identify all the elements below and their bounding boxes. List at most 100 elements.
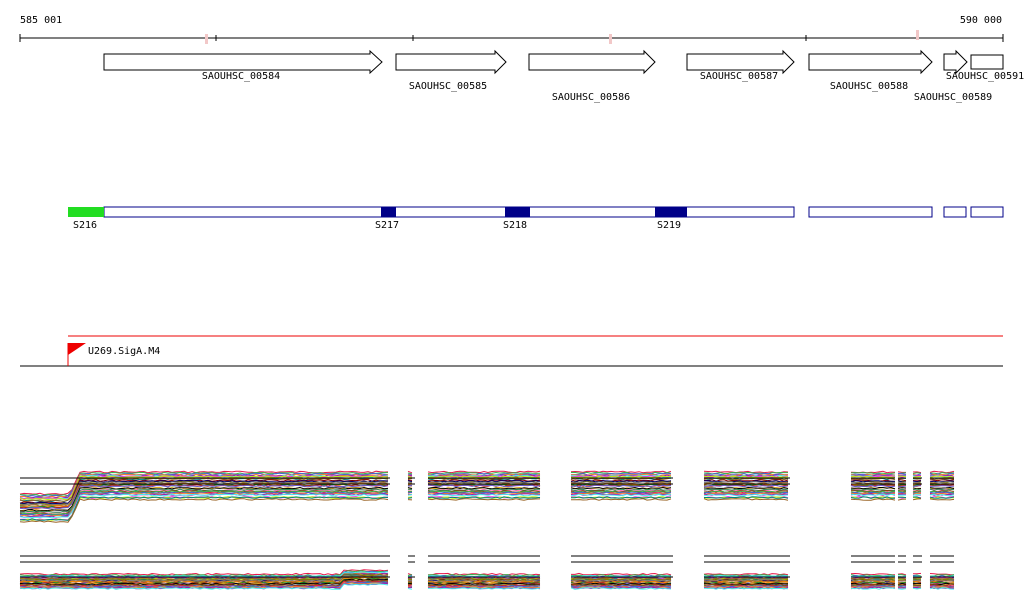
expression-profile-line <box>703 493 789 497</box>
expression-profile-line <box>897 472 907 475</box>
gene-arrow-00586[interactable]: SAOUHSC_00586 <box>528 49 656 103</box>
promoter-flag[interactable]: U269.SigA.M4 <box>68 343 160 357</box>
expression-track-top <box>19 470 955 523</box>
expression-profile-line <box>912 472 922 475</box>
expression-profile-line <box>897 573 907 576</box>
expression-profile-line <box>850 583 896 586</box>
gene-track: SAOUHSC_00584 SAOUHSC_00585 SAOUHSC_0058… <box>103 49 1024 103</box>
expression-profile-line <box>19 579 389 587</box>
expression-profile-line <box>19 472 389 498</box>
expression-profile-line <box>703 587 789 590</box>
promoter-flag-icon <box>68 343 86 355</box>
expression-profile-line <box>912 481 922 484</box>
expression-profile-line <box>407 497 413 499</box>
segment-s219[interactable]: S219 <box>655 207 687 231</box>
expression-profile-line <box>19 571 389 578</box>
segment-s216[interactable]: S216 <box>68 207 104 231</box>
expression-profile-line <box>19 573 389 581</box>
expression-profile-line <box>407 476 413 478</box>
expression-profile-line <box>850 498 896 501</box>
expression-profile-line <box>703 483 789 487</box>
expression-profile-line <box>897 490 907 492</box>
segment-s217[interactable]: S217 <box>375 207 399 231</box>
expression-profile-line <box>570 493 672 497</box>
expression-profile-line <box>570 479 672 482</box>
expression-profile-line <box>570 496 672 499</box>
expression-profile-line <box>850 491 896 495</box>
expression-profile-line <box>19 493 389 519</box>
expression-profile-line <box>929 496 955 499</box>
expression-profile-line <box>703 490 789 494</box>
expression-profile-line <box>929 480 955 483</box>
axis-start-label: 585 001 <box>20 15 62 26</box>
promoter-label: U269.SigA.M4 <box>88 346 160 357</box>
expression-profile-line <box>19 470 389 496</box>
expression-profile-line <box>703 583 789 587</box>
segment-s218[interactable]: S218 <box>503 207 530 231</box>
gene-arrow-00585[interactable]: SAOUHSC_00585 <box>395 49 507 92</box>
expression-profile-line <box>19 482 389 507</box>
expression-profile-line <box>850 474 896 477</box>
expression-profile-line <box>427 475 541 479</box>
expression-profile-line <box>19 583 389 590</box>
expression-profile-line <box>897 479 907 482</box>
segment-label: S218 <box>503 220 527 231</box>
expression-profile-line <box>704 496 789 499</box>
expression-profile-line <box>850 587 896 590</box>
gene-label: SAOUHSC_00586 <box>552 92 630 103</box>
expression-profile-line <box>19 498 389 523</box>
expression-profile-line <box>929 491 955 495</box>
expression-profile-line <box>897 498 907 501</box>
expression-profile-line <box>19 576 389 583</box>
expression-profile-line <box>407 577 413 580</box>
expression-profile-line <box>427 493 541 497</box>
expression-profile-line <box>427 582 541 586</box>
expression-profile-line <box>703 582 789 586</box>
expression-profile-line <box>19 496 389 521</box>
expression-profile-line <box>571 572 672 576</box>
gene-arrow-00587[interactable]: SAOUHSC_00587 <box>686 49 795 82</box>
expression-profile-line <box>703 488 789 492</box>
expression-profile-line <box>19 481 389 506</box>
expression-profile-line <box>428 488 541 492</box>
expression-profile-line <box>407 491 413 494</box>
expression-profile-line <box>703 573 789 576</box>
expression-profile-line <box>929 485 955 487</box>
expression-profile-line <box>427 498 541 501</box>
expression-profile-line <box>929 573 955 576</box>
expression-profile-line <box>897 475 907 478</box>
expression-profile-line <box>407 574 413 576</box>
expression-profile-line <box>407 472 413 475</box>
expression-profile-line <box>427 578 541 582</box>
expression-profile-line <box>929 498 955 501</box>
expression-profile-line <box>912 492 922 495</box>
expression-profile-line <box>407 582 413 585</box>
expression-profile-line <box>850 572 896 576</box>
expression-profile-line <box>912 471 922 474</box>
segment-label: S219 <box>657 220 681 231</box>
expression-profile-line <box>929 488 955 491</box>
expression-profile-line <box>703 480 789 483</box>
expression-profile-line <box>427 496 541 499</box>
expression-profile-line <box>703 488 789 492</box>
gene-arrow-00589[interactable]: SAOUHSC_00589 <box>914 49 992 103</box>
gene-arrow-00584[interactable]: SAOUHSC_00584 <box>103 49 383 82</box>
gene-label: SAOUHSC_00588 <box>830 81 908 92</box>
expression-profile-line <box>929 475 955 479</box>
expression-profile-line <box>929 577 955 580</box>
gene-box-00591[interactable]: SAOUHSC_00591 <box>946 54 1024 82</box>
expression-profile-line <box>427 572 541 576</box>
gene-arrow-00588[interactable]: SAOUHSC_00588 <box>808 49 933 92</box>
expression-profile-line <box>850 577 896 580</box>
expression-profile-line <box>570 481 671 484</box>
expression-profile-line <box>912 498 922 501</box>
expression-profile-line <box>407 479 413 481</box>
expression-profile-line <box>929 493 955 497</box>
expression-profile-line <box>897 577 907 580</box>
expression-profile-line <box>428 479 541 482</box>
gene-label: SAOUHSC_00584 <box>202 71 280 82</box>
expression-profile-line <box>407 588 413 590</box>
expression-profile-line <box>19 577 389 584</box>
expression-profile-line <box>570 480 672 483</box>
expression-profile-line <box>850 579 896 582</box>
